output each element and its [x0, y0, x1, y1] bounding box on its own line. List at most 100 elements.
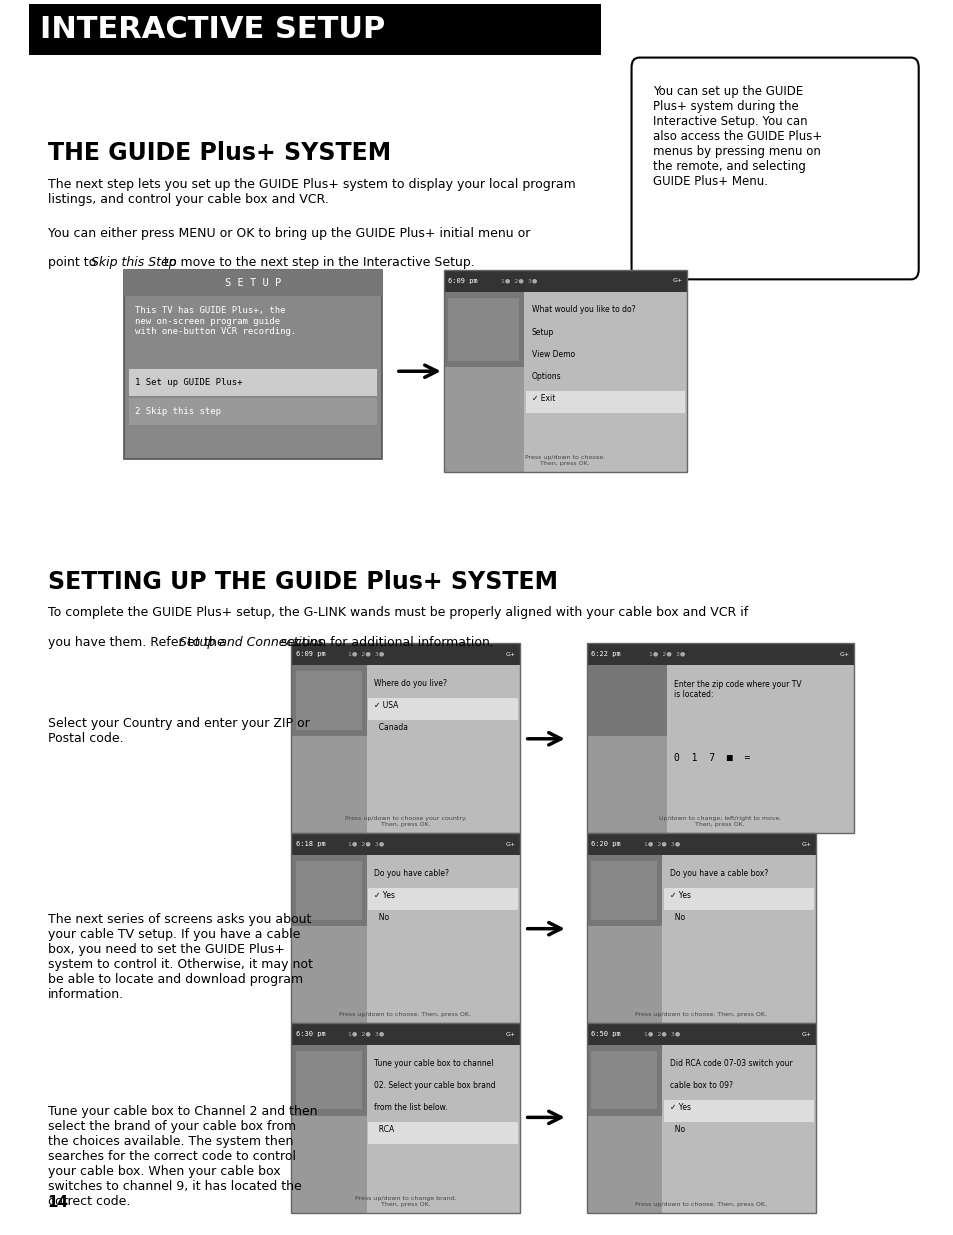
- FancyBboxPatch shape: [291, 1023, 519, 1045]
- Text: 6:20 pm: 6:20 pm: [591, 841, 620, 847]
- Text: 1●  2●  3●: 1● 2● 3●: [348, 842, 384, 847]
- Text: Press up/down to choose. Then, press OK.: Press up/down to choose. Then, press OK.: [339, 1011, 471, 1016]
- Text: Do you have cable?: Do you have cable?: [374, 869, 449, 878]
- Text: Where do you live?: Where do you live?: [374, 679, 447, 688]
- Text: To complete the GUIDE Plus+ setup, the G-LINK wands must be properly aligned wit: To complete the GUIDE Plus+ setup, the G…: [48, 606, 747, 620]
- Text: 1●  2●  3●: 1● 2● 3●: [348, 652, 384, 657]
- Text: section for additional information.: section for additional information.: [276, 636, 493, 648]
- Text: Up/down to change; left/right to move.
Then, press OK.: Up/down to change; left/right to move. T…: [659, 816, 781, 827]
- FancyBboxPatch shape: [443, 269, 686, 291]
- Text: The next step lets you set up the GUIDE Plus+ system to display your local progr: The next step lets you set up the GUIDE …: [48, 178, 575, 206]
- FancyBboxPatch shape: [525, 390, 684, 412]
- Text: 6:09 pm: 6:09 pm: [448, 278, 477, 284]
- FancyBboxPatch shape: [124, 269, 381, 296]
- FancyBboxPatch shape: [295, 672, 361, 730]
- FancyBboxPatch shape: [448, 298, 518, 361]
- FancyBboxPatch shape: [586, 1115, 661, 1213]
- FancyBboxPatch shape: [291, 926, 366, 1023]
- Text: Press up/down to change brand.
Then, press OK.: Press up/down to change brand. Then, pre…: [355, 1195, 456, 1207]
- Text: SETTING UP THE GUIDE Plus+ SYSTEM: SETTING UP THE GUIDE Plus+ SYSTEM: [48, 569, 558, 594]
- FancyBboxPatch shape: [295, 1051, 361, 1109]
- Text: Did RCA code 07-03 switch your: Did RCA code 07-03 switch your: [669, 1058, 792, 1068]
- FancyBboxPatch shape: [523, 291, 686, 472]
- Text: Press up/down to choose.
Then, press OK.: Press up/down to choose. Then, press OK.: [524, 454, 605, 466]
- Text: Do you have a cable box?: Do you have a cable box?: [669, 869, 767, 878]
- Text: 0  1  7  ■  =: 0 1 7 ■ =: [674, 753, 750, 763]
- FancyBboxPatch shape: [631, 58, 918, 279]
- Text: ✓ Yes: ✓ Yes: [669, 892, 690, 900]
- FancyBboxPatch shape: [586, 666, 666, 736]
- FancyBboxPatch shape: [661, 1045, 815, 1213]
- FancyBboxPatch shape: [586, 643, 853, 666]
- Text: from the list below.: from the list below.: [374, 1103, 447, 1112]
- Text: ✓ Yes: ✓ Yes: [374, 892, 395, 900]
- FancyBboxPatch shape: [368, 888, 517, 910]
- FancyBboxPatch shape: [366, 666, 519, 834]
- Text: 1●  2●  3●: 1● 2● 3●: [648, 652, 684, 657]
- Text: Options: Options: [531, 372, 560, 380]
- FancyBboxPatch shape: [366, 1045, 519, 1213]
- Text: ✓ USA: ✓ USA: [374, 701, 398, 710]
- FancyBboxPatch shape: [129, 369, 376, 395]
- Text: G+: G+: [839, 652, 849, 657]
- FancyBboxPatch shape: [591, 861, 657, 920]
- FancyBboxPatch shape: [291, 666, 366, 736]
- Text: What would you like to do?: What would you like to do?: [531, 305, 635, 315]
- FancyBboxPatch shape: [591, 1051, 657, 1109]
- Text: No: No: [374, 913, 389, 923]
- Text: Setup and Connections: Setup and Connections: [178, 636, 323, 648]
- Text: 1 Set up GUIDE Plus+: 1 Set up GUIDE Plus+: [135, 378, 243, 387]
- Text: 02. Select your cable box brand: 02. Select your cable box brand: [374, 1081, 496, 1091]
- FancyBboxPatch shape: [368, 698, 517, 720]
- FancyBboxPatch shape: [366, 855, 519, 1023]
- Text: This TV has GUIDE Plus+, the
new on-screen program guide
with one-button VCR rec: This TV has GUIDE Plus+, the new on-scre…: [135, 306, 296, 336]
- Text: 2 Skip this step: 2 Skip this step: [135, 408, 221, 416]
- FancyBboxPatch shape: [29, 4, 600, 56]
- Text: 1●  2●  3●: 1● 2● 3●: [348, 1031, 384, 1036]
- Text: Press up/down to choose. Then, press OK.: Press up/down to choose. Then, press OK.: [635, 1011, 766, 1016]
- FancyBboxPatch shape: [291, 834, 519, 855]
- FancyBboxPatch shape: [666, 666, 853, 834]
- Text: Press up/down to choose. Then, press OK.: Press up/down to choose. Then, press OK.: [635, 1202, 766, 1207]
- FancyBboxPatch shape: [661, 855, 815, 1023]
- Text: View Demo: View Demo: [531, 350, 574, 358]
- Text: Tune your cable box to channel: Tune your cable box to channel: [374, 1058, 493, 1068]
- Text: ✓ Exit: ✓ Exit: [531, 394, 555, 403]
- FancyBboxPatch shape: [443, 367, 523, 472]
- Text: 6:30 pm: 6:30 pm: [295, 1031, 325, 1037]
- Text: 6:22 pm: 6:22 pm: [591, 651, 620, 657]
- FancyBboxPatch shape: [368, 1123, 517, 1145]
- FancyBboxPatch shape: [663, 1100, 813, 1123]
- Text: 6:18 pm: 6:18 pm: [295, 841, 325, 847]
- FancyBboxPatch shape: [586, 834, 815, 855]
- Text: cable box to 09?: cable box to 09?: [669, 1081, 732, 1091]
- FancyBboxPatch shape: [291, 1045, 366, 1115]
- Text: Tune your cable box to Channel 2 and then
select the brand of your cable box fro: Tune your cable box to Channel 2 and the…: [48, 1105, 316, 1208]
- Text: No: No: [669, 1125, 684, 1134]
- Text: ✓ Yes: ✓ Yes: [669, 1103, 690, 1112]
- Text: Setup: Setup: [531, 327, 553, 336]
- Text: point to: point to: [48, 256, 100, 269]
- Text: No: No: [669, 913, 684, 923]
- Text: G+: G+: [505, 652, 516, 657]
- FancyBboxPatch shape: [291, 736, 366, 834]
- Text: INTERACTIVE SETUP: INTERACTIVE SETUP: [40, 15, 385, 44]
- Text: You can set up the GUIDE
Plus+ system during the
Interactive Setup. You can
also: You can set up the GUIDE Plus+ system du…: [653, 84, 821, 188]
- Text: Canada: Canada: [374, 724, 408, 732]
- Text: The next series of screens asks you about
your cable TV setup. If you have a cab: The next series of screens asks you abou…: [48, 913, 313, 1000]
- Text: Skip this Step: Skip this Step: [91, 256, 177, 269]
- FancyBboxPatch shape: [586, 855, 661, 926]
- Text: 6:09 pm: 6:09 pm: [295, 651, 325, 657]
- FancyBboxPatch shape: [129, 398, 376, 425]
- FancyBboxPatch shape: [291, 1115, 366, 1213]
- Text: S E T U P: S E T U P: [225, 278, 280, 288]
- FancyBboxPatch shape: [291, 643, 519, 666]
- Text: You can either press MENU or OK to bring up the GUIDE Plus+ initial menu or: You can either press MENU or OK to bring…: [48, 227, 530, 240]
- Text: 14: 14: [48, 1195, 69, 1210]
- FancyBboxPatch shape: [586, 926, 661, 1023]
- FancyBboxPatch shape: [295, 861, 361, 920]
- FancyBboxPatch shape: [663, 888, 813, 910]
- Text: 1●  2●  3●: 1● 2● 3●: [643, 1031, 679, 1036]
- Text: Press up/down to choose your country.
Then, press OK.: Press up/down to choose your country. Th…: [344, 816, 466, 827]
- FancyBboxPatch shape: [586, 1023, 815, 1045]
